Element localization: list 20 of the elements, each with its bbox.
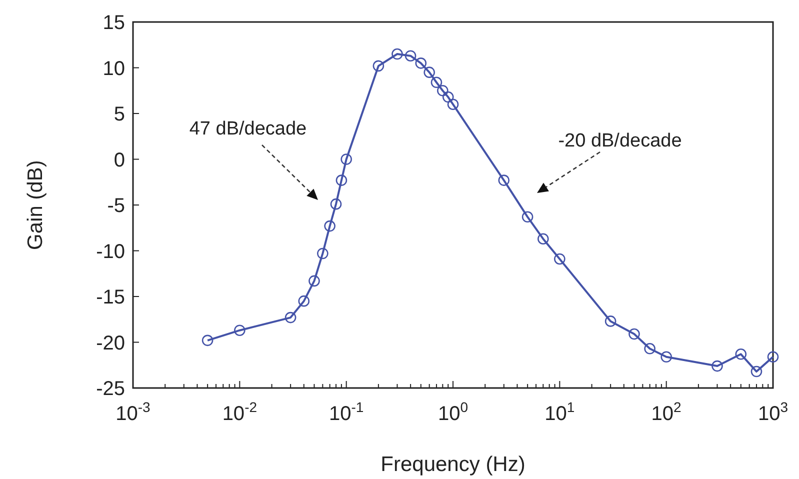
x-tick-label: 10$^{-1}$ (328, 399, 364, 425)
annotation: 47 dB/decade (189, 118, 307, 140)
y-tick-label: -10 (96, 240, 125, 263)
y-axis-title: Gain (dB) (24, 160, 47, 250)
y-tick-label: -25 (96, 378, 125, 400)
y-tick-label: 5 (114, 104, 125, 126)
x-tick-label: 10$^{0}$ (438, 399, 468, 425)
annotation: -20 dB/decade (558, 130, 682, 152)
x-tick-label: 10$^{2}$ (651, 399, 682, 425)
y-tick-label: 10 (102, 58, 125, 80)
x-axis-title: Frequency (Hz) (380, 453, 526, 476)
x-tick-label: 10$^{-3}$ (116, 399, 151, 425)
y-tick-label: 0 (114, 149, 125, 172)
x-tick-label: 10$^{3}$ (758, 399, 788, 425)
y-tick-label: 15 (102, 12, 125, 34)
x-tick-label: 10$^{1}$ (544, 399, 575, 425)
y-tick-label: -5 (107, 195, 125, 217)
y-tick-label: -20 (96, 332, 125, 354)
x-tick-label: 10$^{-2}$ (222, 399, 258, 425)
y-tick-label: -15 (96, 286, 125, 308)
